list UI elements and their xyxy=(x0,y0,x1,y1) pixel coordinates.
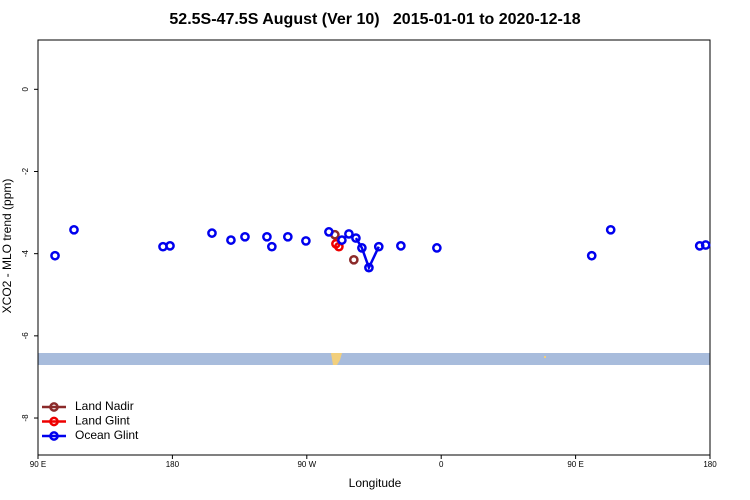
data-point xyxy=(282,231,293,242)
data-point xyxy=(165,241,175,251)
data-point xyxy=(351,233,361,243)
data-point xyxy=(240,231,250,242)
legend-label: Land Glint xyxy=(75,414,130,428)
y-tick-label: 0 xyxy=(21,87,30,92)
data-point xyxy=(344,229,354,239)
data-point xyxy=(700,240,711,250)
y-tick-label: -4 xyxy=(21,250,30,258)
y-tick-label: -6 xyxy=(21,332,30,340)
map-strip xyxy=(38,353,710,365)
legend-marker xyxy=(49,402,59,412)
land-patch xyxy=(331,353,342,365)
data-point xyxy=(432,243,442,253)
data-point xyxy=(373,241,384,252)
data-point xyxy=(586,250,597,261)
data-point xyxy=(337,235,347,245)
plot-frame xyxy=(37,39,711,456)
data-point xyxy=(396,241,406,251)
ocean-strip xyxy=(38,353,710,365)
data-point xyxy=(324,227,334,237)
data-point xyxy=(267,241,277,252)
x-tick-label: 90 E xyxy=(30,460,46,469)
chart-title: 52.5S-47.5S August (Ver 10) 2015-01-01 t… xyxy=(169,11,580,28)
x-tick-label: 0 xyxy=(439,460,444,469)
x-tick-label: 90 E xyxy=(567,460,583,469)
data-point xyxy=(69,224,79,235)
data-point xyxy=(50,250,60,261)
data-point xyxy=(364,262,374,273)
legend-marker xyxy=(49,431,59,441)
data-point xyxy=(226,235,236,245)
legend-label: Land Nadir xyxy=(75,399,134,413)
x-axis-label: Longitude xyxy=(349,476,402,490)
data-point xyxy=(262,231,272,242)
y-axis-label: XCO2 - MLO trend (ppm) xyxy=(0,179,14,314)
data-point xyxy=(348,254,359,265)
x-tick-label: 180 xyxy=(703,460,717,469)
land-patch xyxy=(544,356,546,358)
data-point xyxy=(357,243,367,253)
x-tick-label: 180 xyxy=(166,460,180,469)
data-point xyxy=(301,236,311,246)
y-tick-label: -8 xyxy=(21,414,30,422)
series-line xyxy=(354,237,380,271)
data-point xyxy=(207,228,217,238)
legend-label: Ocean Glint xyxy=(75,428,139,442)
legend-marker xyxy=(49,416,59,427)
x-tick-label: 90 W xyxy=(297,460,316,469)
data-point xyxy=(605,224,616,235)
y-tick-label: -2 xyxy=(21,167,30,175)
